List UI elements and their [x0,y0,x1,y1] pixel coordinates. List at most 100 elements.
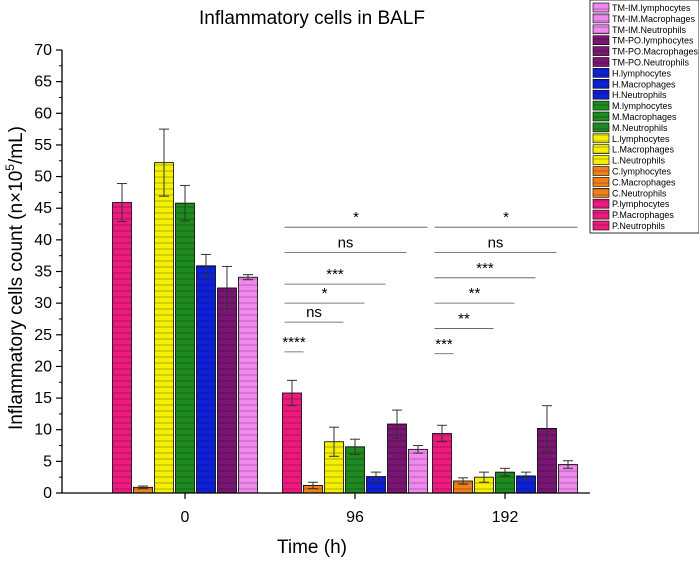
bar-hatch-P-96 [282,393,302,493]
y-tick-label: 10 [34,422,52,439]
significance-label: ** [458,310,470,327]
legend-label: H.Neutrophils [612,90,667,100]
legend-label: M.Macrophages [612,112,677,122]
bar-hatch-H-0 [196,265,216,493]
y-tick-label: 15 [34,390,52,407]
y-axis-label-tail: /mL) [6,126,27,164]
bars-layer [112,128,578,494]
significance-label: ns [488,235,504,252]
legend-swatch-hatch [593,101,609,111]
significance-label: *** [476,260,494,277]
legend-label: H.lymphocytes [612,68,672,78]
bar-hatch-C-0 [133,487,153,493]
legend-label: C.lymphocytes [612,167,672,177]
legend-swatch-hatch [593,177,609,187]
legend-label: P.Neutrophils [612,221,665,231]
y-tick-label: 35 [34,264,52,281]
y-tick-label: 50 [34,169,52,186]
significance-label: ns [338,235,354,252]
x-tick-label: 0 [181,509,190,526]
legend-swatch-hatch [593,155,609,165]
y-axis-label-main: Inflammatory cells count (n×10 [6,171,27,430]
legend-swatch-hatch [593,166,609,176]
bar-hatch-L-0 [154,162,174,494]
x-tick-label: 192 [492,509,519,526]
bar-hatch-C-96 [303,485,323,493]
legend-swatch-hatch [593,24,609,34]
y-axis-label-superscript: 5 [3,164,17,171]
legend-swatch-hatch [593,199,609,209]
y-tick-label: 45 [34,200,52,217]
legend-swatch-hatch [593,68,609,78]
legend-label: TM-IM.lymphocytes [612,3,691,13]
y-axis-label: Inflammatory cells count (n×105/mL) [3,126,27,430]
y-tick-label: 25 [34,327,52,344]
legend-label: C.Macrophages [612,177,676,187]
y-tick-label: 5 [43,453,52,470]
legend-swatch-hatch [593,221,609,230]
x-tick-label: 96 [346,509,364,526]
y-tick-label: 70 [34,42,52,59]
chart-title: Inflammatory cells in BALF [199,8,425,29]
bar-hatch-P-192 [432,433,452,493]
legend-swatch-hatch [593,35,609,45]
significance-label: * [353,209,359,226]
y-tick-label: 55 [34,137,52,154]
legend-swatch-hatch [593,46,609,56]
legend-swatch-hatch [593,79,609,89]
legend-label: TM-PO.lymphocytes [612,36,694,46]
y-tick-label: 40 [34,232,52,249]
bar-hatch-TM-PO-0 [217,287,237,493]
bar-hatch-TM-IM-0 [238,277,258,493]
y-tick-label: 60 [34,105,52,122]
y-tick-label: 0 [43,485,52,502]
legend-label: L.lymphocytes [612,134,670,144]
legend-swatch-hatch [593,133,609,143]
significance-label: * [503,209,509,226]
bar-hatch-M-192 [495,472,515,493]
legend-swatch-hatch [593,112,609,121]
bar-hatch-TM-IM-192 [558,464,578,493]
x-axis-ticks: 0 96 192 [181,493,519,526]
legend-swatch-hatch [593,90,609,100]
legend-label: C.Neutrophils [612,188,667,198]
bar-hatch-L-192 [474,477,494,493]
legend-swatch-hatch [593,188,609,198]
significance-layer: ****ns****ns***********ns* [282,209,578,355]
x-axis-label: Time (h) [277,537,347,558]
significance-label: ** [469,285,481,302]
bar-hatch-TM-PO-192 [537,428,557,493]
legend-label: TM-IM.Neutrophils [612,25,687,35]
y-tick-label: 65 [34,74,52,91]
legend-label: M.Neutrophils [612,123,668,133]
significance-label: *** [326,266,344,283]
legend-label: L.Neutrophils [612,156,666,166]
significance-label: **** [282,334,306,351]
legend-label: TM-IM.Macrophages [612,14,696,24]
significance-label: * [322,285,328,302]
legend-label: H.Macrophages [612,79,676,89]
bar-hatch-TM-PO-96 [387,424,407,493]
legend-swatch-hatch [593,210,609,220]
legend-swatch-hatch [593,122,609,132]
y-tick-label: 20 [34,358,52,375]
legend: TM-IM.lymphocytesTM-IM.MacrophagesTM-IM.… [589,0,699,234]
legend-label: P.Macrophages [612,210,674,220]
legend-swatch-hatch [593,144,609,154]
significance-label: ns [306,304,322,321]
y-tick-label: 30 [34,295,52,312]
legend-label: L.Macrophages [612,145,675,155]
legend-label: TM-PO.Neutrophils [612,58,690,68]
legend-label: TM-PO.Macrophages [612,47,699,57]
bar-hatch-M-0 [175,203,195,493]
y-axis-ticks: 0 5 10 15 20 25 30 35 40 45 50 55 60 65 70 [34,42,62,502]
significance-label: *** [435,336,453,353]
legend-swatch-hatch [593,13,609,23]
legend-swatch-hatch [593,3,609,12]
legend-label: P.lymphocytes [612,199,670,209]
bar-hatch-L-96 [324,441,344,493]
legend-swatch-hatch [593,57,609,67]
legend-label: M.lymphocytes [612,101,673,111]
bar-hatch-M-96 [345,446,365,493]
